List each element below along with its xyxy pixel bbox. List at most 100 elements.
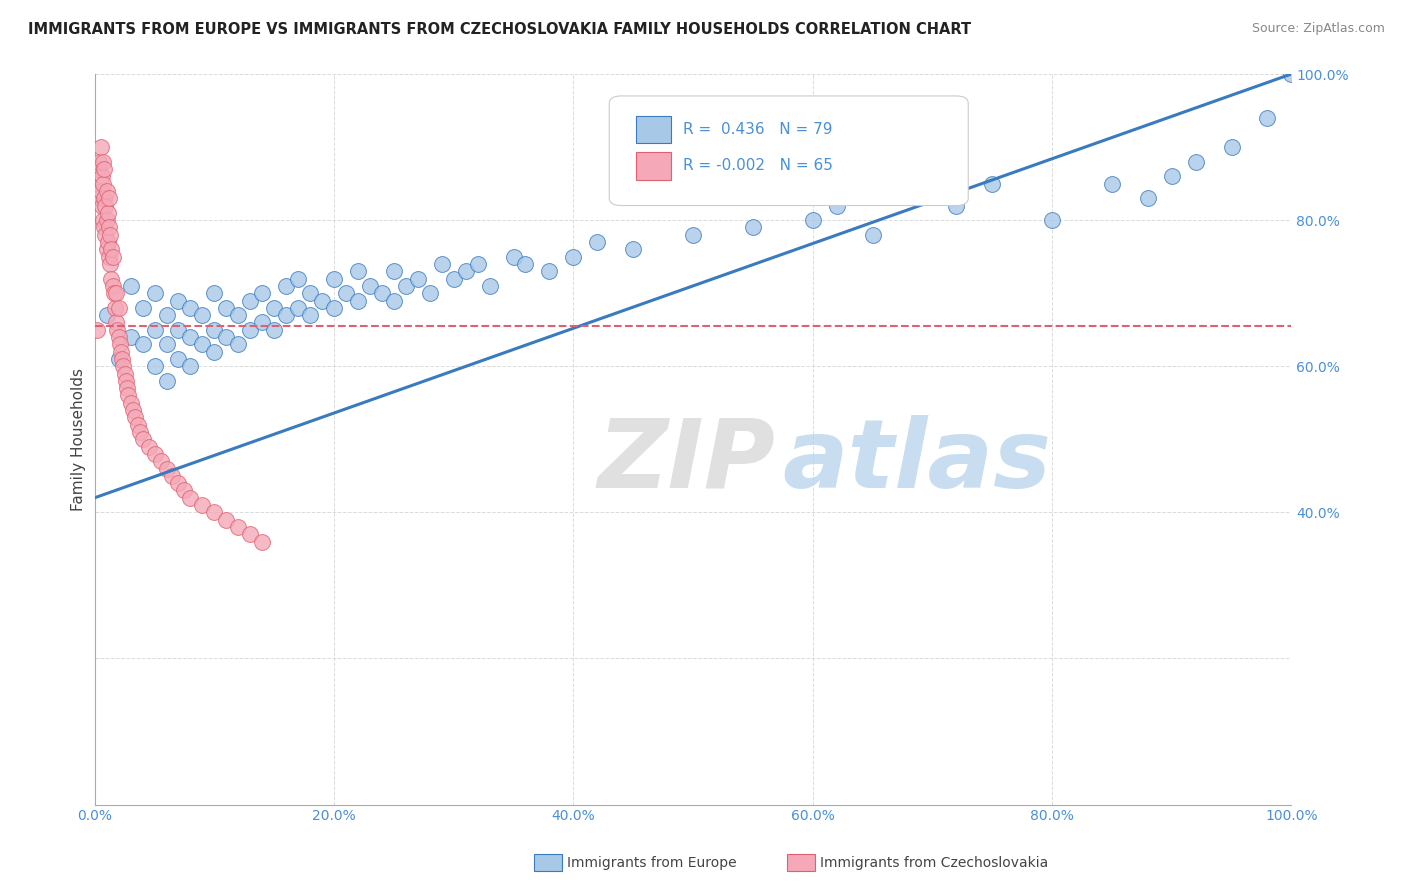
Point [311, 293, 333, 308]
Point [122, 403, 145, 417]
Point [586, 235, 609, 249]
Point [114, 367, 136, 381]
Point [100, 271, 122, 285]
Point [741, 220, 763, 235]
Point [335, 286, 357, 301]
Point [107, 323, 129, 337]
Point [215, 513, 238, 527]
Point [90, 169, 112, 184]
Point [107, 351, 129, 366]
Text: IMMIGRANTS FROM EUROPE VS IMMIGRANTS FROM CZECHOSLOVAKIA FAMILY HOUSEHOLDS CORRE: IMMIGRANTS FROM EUROPE VS IMMIGRANTS FRO… [28, 22, 972, 37]
Point [124, 410, 146, 425]
Point [167, 293, 190, 308]
Point [981, 177, 1004, 191]
Point [252, 286, 274, 301]
Point [98, 191, 121, 205]
Point [1220, 140, 1243, 154]
Point [93, 191, 115, 205]
Point [252, 534, 274, 549]
Point [454, 264, 477, 278]
Point [96, 243, 118, 257]
Point [105, 315, 128, 329]
Point [110, 344, 132, 359]
Point [478, 279, 501, 293]
Point [167, 476, 190, 491]
Point [87, 161, 110, 176]
Point [138, 440, 160, 454]
Point [167, 323, 190, 337]
FancyBboxPatch shape [609, 96, 969, 205]
Point [131, 433, 153, 447]
Point [127, 417, 149, 432]
Point [173, 483, 195, 498]
Point [945, 198, 967, 212]
Point [131, 301, 153, 315]
Point [105, 286, 128, 301]
Point [191, 337, 214, 351]
Point [89, 154, 111, 169]
Point [252, 315, 274, 329]
Point [89, 191, 111, 205]
Text: atlas: atlas [783, 415, 1052, 508]
Point [149, 454, 172, 468]
Point [1279, 67, 1302, 81]
Point [287, 271, 309, 285]
Point [97, 235, 120, 249]
Point [1160, 169, 1182, 184]
Point [215, 330, 238, 344]
Point [419, 286, 441, 301]
Point [395, 279, 418, 293]
Point [347, 264, 370, 278]
Point [467, 257, 489, 271]
Point [111, 351, 134, 366]
Point [120, 279, 142, 293]
Point [96, 184, 118, 198]
Y-axis label: Family Households: Family Households [72, 368, 86, 511]
Point [287, 301, 309, 315]
Point [143, 447, 166, 461]
Point [98, 227, 121, 242]
Point [443, 271, 465, 285]
Point [90, 140, 112, 154]
Point [90, 198, 112, 212]
Point [299, 286, 322, 301]
Point [239, 527, 262, 541]
Point [226, 520, 249, 534]
Point [801, 213, 824, 227]
Point [621, 243, 644, 257]
Point [143, 323, 166, 337]
Point [562, 250, 585, 264]
Point [96, 213, 118, 227]
Point [682, 227, 704, 242]
Point [1101, 177, 1123, 191]
Point [862, 227, 884, 242]
Point [94, 198, 117, 212]
Point [155, 337, 177, 351]
Point [359, 279, 381, 293]
Point [323, 301, 346, 315]
Point [104, 301, 127, 315]
Point [93, 220, 115, 235]
Point [93, 161, 115, 176]
Point [103, 286, 125, 301]
Text: R =  0.436   N = 79: R = 0.436 N = 79 [683, 121, 832, 136]
Point [131, 337, 153, 351]
Point [215, 301, 238, 315]
Point [515, 257, 537, 271]
Text: Immigrants from Europe: Immigrants from Europe [567, 855, 737, 870]
Point [202, 323, 225, 337]
Point [98, 257, 121, 271]
Point [1184, 154, 1206, 169]
Point [202, 344, 225, 359]
Point [502, 250, 524, 264]
Text: R = -0.002   N = 65: R = -0.002 N = 65 [683, 158, 834, 173]
Point [114, 374, 136, 388]
Point [276, 279, 298, 293]
Point [382, 264, 405, 278]
Point [347, 293, 370, 308]
Point [97, 206, 120, 220]
Point [91, 154, 114, 169]
Point [143, 359, 166, 374]
Point [1256, 111, 1278, 125]
Text: Immigrants from Czechoslovakia: Immigrants from Czechoslovakia [820, 855, 1047, 870]
